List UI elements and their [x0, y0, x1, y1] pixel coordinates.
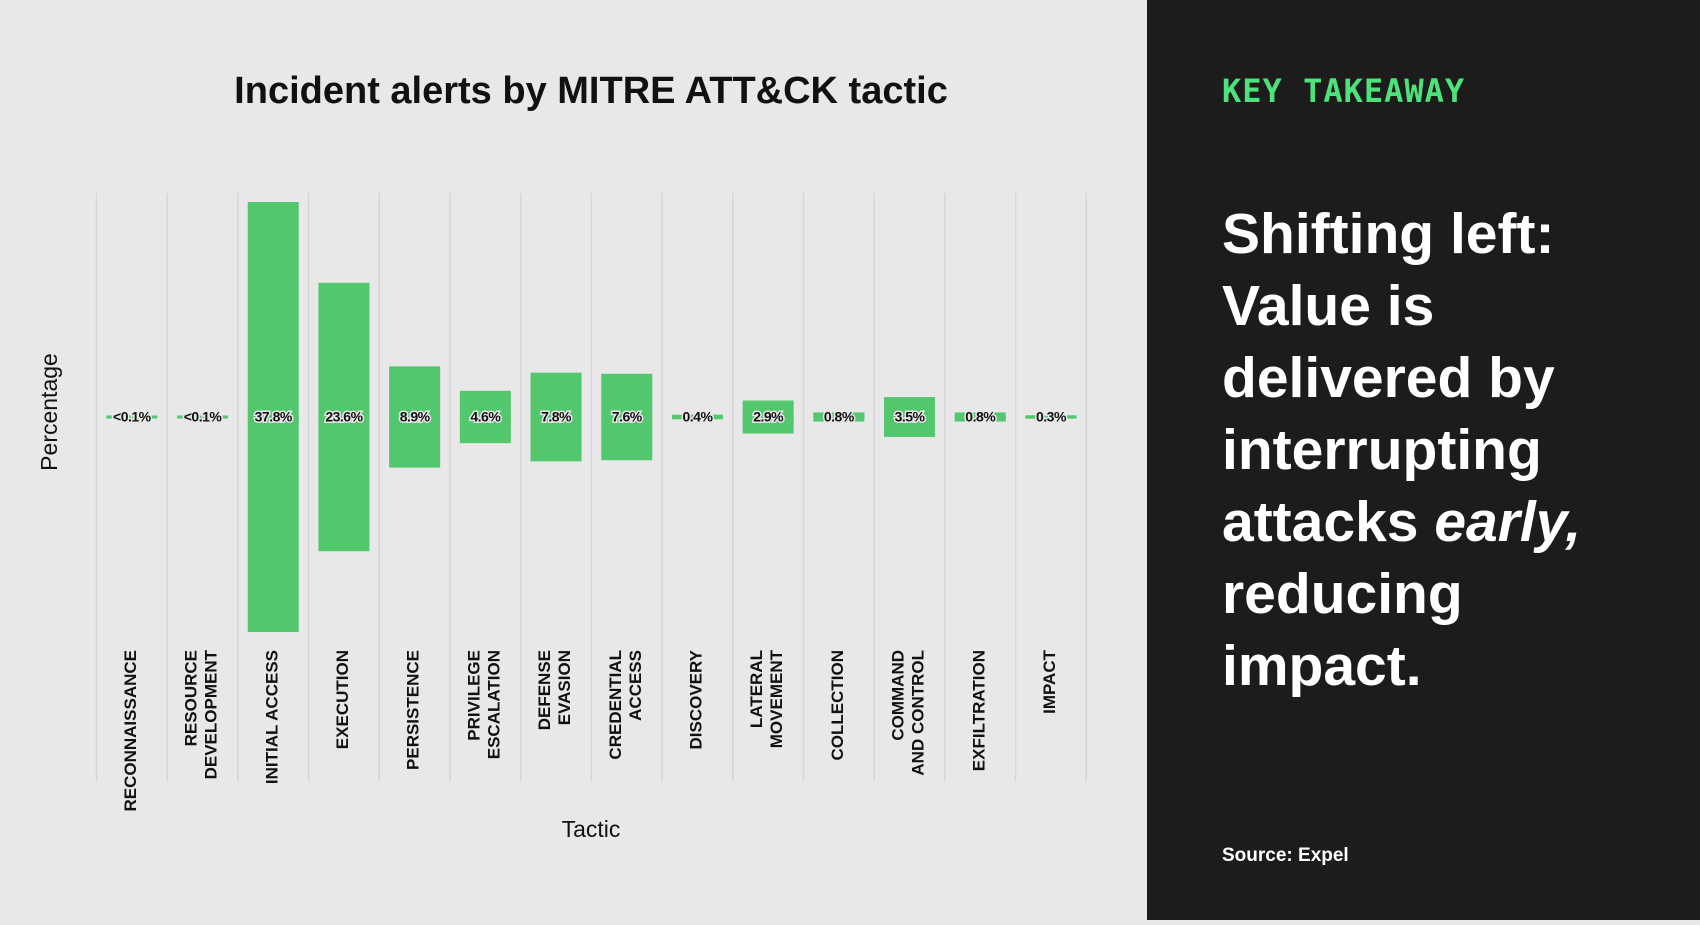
y-axis-label: Percentage [36, 353, 62, 471]
value-label: 3.5% [895, 409, 926, 425]
value-label: 0.8% [965, 409, 996, 425]
x-tick-label-line: LATERAL [748, 650, 767, 728]
chart: Incident alerts by MITRE ATT&CK tactic T… [36, 70, 1088, 842]
bar [671, 414, 723, 420]
takeaway-line: Value is [1222, 270, 1581, 342]
x-tick-label: COMMANDAND CONTROL [889, 650, 928, 776]
x-tick-label-line: RESOURCE [182, 650, 201, 746]
takeaway-segment: delivered by [1222, 346, 1555, 410]
x-tick-label: DISCOVERY [687, 649, 706, 749]
x-tick-label-line: CREDENTIAL [606, 650, 625, 760]
x-tick-label: PRIVILEGEESCALATION [465, 650, 504, 759]
takeaway-line: interrupting [1222, 414, 1581, 486]
bar [954, 412, 1006, 422]
x-tick-label-line: INITIAL ACCESS [263, 650, 282, 784]
x-tick-label: RESOURCEDEVELOPMENT [182, 649, 221, 779]
takeaway-label: KEY TAKEAWAY [1222, 72, 1466, 110]
x-tick-label-line: DEFENSE [536, 650, 555, 730]
takeaway-segment: early, [1434, 490, 1582, 554]
x-tick-label: PERSISTENCE [404, 650, 423, 770]
x-tick-label: RECONNAISSANCE [121, 650, 140, 812]
bar [601, 373, 653, 461]
takeaway-segment: interrupting [1222, 418, 1542, 482]
chart-panel: Incident alerts by MITRE ATT&CK tactic T… [36, 70, 1088, 843]
bar [813, 412, 865, 422]
takeaway-line: attacks early, [1222, 486, 1581, 558]
bar [459, 390, 511, 444]
takeaway-line: Shifting left: [1222, 198, 1581, 270]
takeaway-line: reducing [1222, 558, 1581, 630]
x-tick-label-line: MOVEMENT [768, 649, 787, 748]
value-label: <0.1% [184, 409, 223, 425]
bar [106, 416, 158, 418]
value-label: 0.4% [682, 409, 713, 425]
x-tick-label-line: EVASION [556, 650, 575, 725]
x-tick-label-line: EXFILTRATION [970, 650, 989, 771]
x-tick-label: INITIAL ACCESS [263, 650, 282, 784]
x-tick-label-line: DISCOVERY [687, 649, 706, 749]
x-tick-label: COLLECTION [828, 650, 847, 761]
bar [177, 416, 229, 418]
bar [318, 282, 370, 552]
takeaway-segment: reducing [1222, 562, 1463, 626]
bar [530, 372, 582, 462]
takeaway-segment: Value is [1222, 274, 1435, 338]
takeaway-panel: KEY TAKEAWAY Shifting left: Value is deliv… [1147, 0, 1700, 920]
value-label: 2.9% [753, 409, 784, 425]
bar [1025, 415, 1077, 419]
x-tick-label-line: COLLECTION [828, 650, 847, 761]
x-tick-label-line: PRIVILEGE [465, 650, 484, 741]
value-label: 7.8% [541, 409, 572, 425]
source: Source: Expel [1222, 845, 1349, 866]
takeaway-segment: attacks [1222, 490, 1435, 554]
takeaway-segment: Shifting left: [1222, 202, 1555, 266]
x-tick-label-line: PERSISTENCE [404, 650, 423, 770]
value-label: 23.6% [325, 409, 363, 425]
x-tick-label: DEFENSEEVASION [536, 650, 575, 730]
value-label: 0.3% [1036, 409, 1067, 425]
x-axis-label: Tactic [562, 816, 621, 842]
bar [742, 400, 794, 434]
takeaway-segment: impact. [1222, 634, 1422, 698]
x-tick-label-line: EXECUTION [333, 650, 352, 749]
x-tick-label-line: DEVELOPMENT [202, 649, 221, 779]
x-tick-label: IMPACT [1040, 649, 1059, 714]
x-tick-label-line: AND CONTROL [909, 650, 928, 776]
x-tick-label-line: IMPACT [1040, 649, 1059, 714]
value-label: 8.9% [400, 409, 431, 425]
x-tick-label: CREDENTIALACCESS [606, 650, 645, 760]
bar [389, 366, 441, 468]
value-label: 0.8% [824, 409, 855, 425]
value-label: 37.8% [255, 409, 293, 425]
x-tick-label-line: COMMAND [889, 650, 908, 741]
chart-title: Incident alerts by MITRE ATT&CK tactic [234, 70, 948, 112]
takeaway-text: Shifting left: Value is delivered by interr… [1222, 198, 1581, 702]
x-tick-label: EXECUTION [333, 650, 352, 749]
value-label: 4.6% [470, 409, 501, 425]
value-label: <0.1% [113, 409, 152, 425]
x-tick-label-line: RECONNAISSANCE [121, 650, 140, 812]
x-tick-label-line: ESCALATION [485, 650, 504, 759]
value-label: 7.6% [612, 409, 643, 425]
takeaway-line: impact. [1222, 630, 1581, 702]
bar [247, 202, 299, 632]
bar [884, 397, 936, 437]
x-tick-label: LATERALMOVEMENT [748, 649, 787, 748]
x-tick-label-line: ACCESS [626, 650, 645, 721]
x-tick-label: EXFILTRATION [970, 650, 989, 771]
takeaway-line: delivered by [1222, 342, 1581, 414]
